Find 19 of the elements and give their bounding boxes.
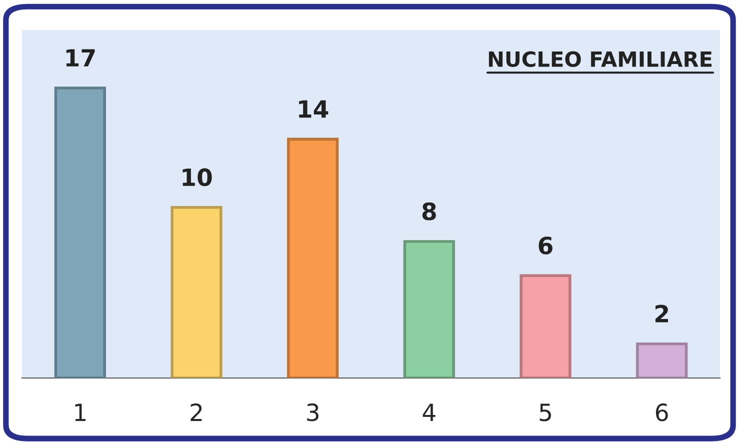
data-label: 14: [299, 100, 328, 118]
x-tick-label: 5: [540, 404, 551, 422]
bar: [287, 138, 339, 378]
bar: [520, 274, 572, 378]
x-tick-label: 2: [190, 403, 202, 421]
bar: [170, 206, 222, 378]
data-label: 8: [422, 202, 436, 220]
x-tick-label: 6: [656, 403, 668, 422]
x-tick-label: 3: [307, 403, 318, 422]
x-tick-label: 4: [422, 404, 436, 421]
bar: [403, 240, 455, 378]
x-tick-label: 1: [75, 404, 86, 421]
data-label: 6: [538, 236, 552, 254]
data-label: 10: [182, 168, 212, 186]
data-label: 2: [655, 304, 668, 322]
bar: [54, 86, 106, 378]
bar: [636, 342, 688, 378]
chart-title: NUCLEO FAMILIARE: [488, 51, 712, 68]
data-label: 17: [66, 49, 95, 66]
